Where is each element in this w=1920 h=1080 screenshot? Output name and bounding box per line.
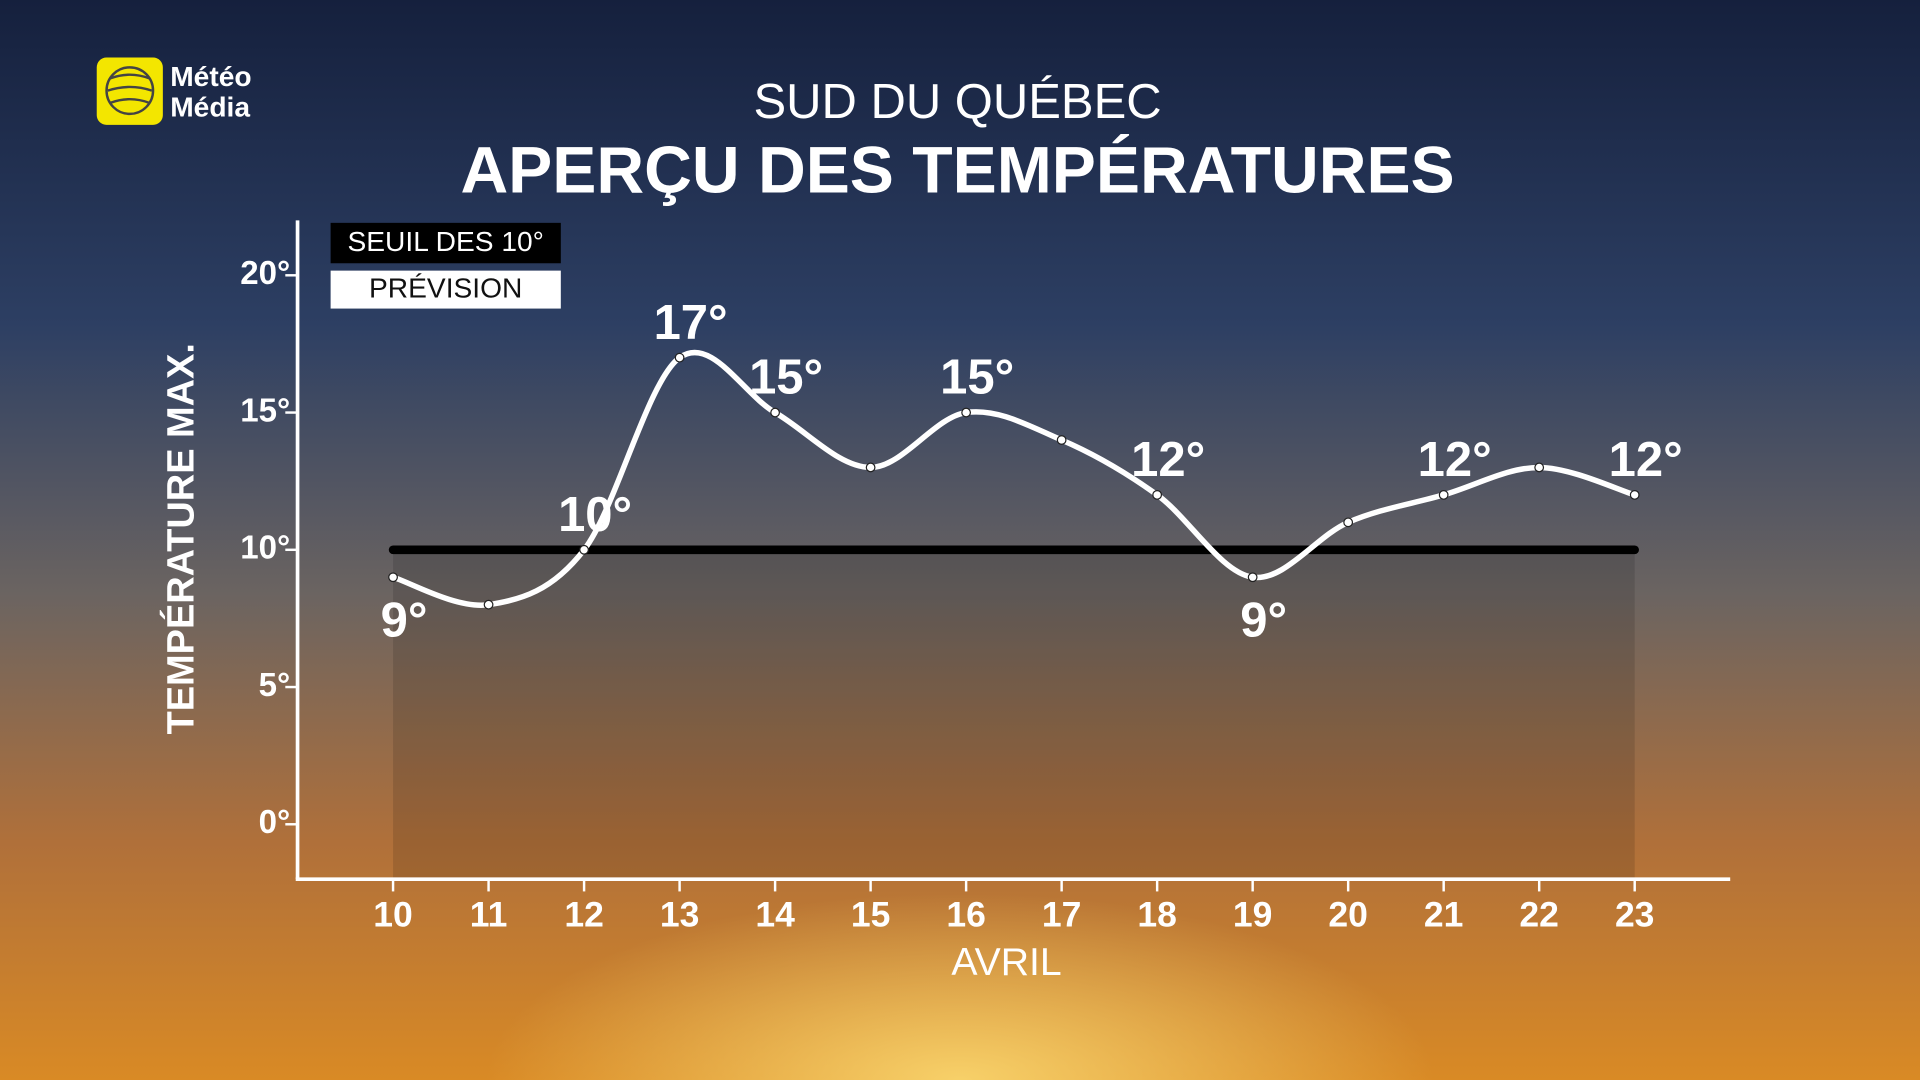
- x-tick-label: 15: [851, 895, 891, 935]
- data-label: 9°: [1240, 594, 1287, 648]
- x-tick-label: 23: [1615, 895, 1655, 935]
- data-point: [1247, 572, 1258, 583]
- y-axis-label: TEMPÉRATURE MAX.: [159, 343, 203, 734]
- logo-globe: [105, 66, 155, 116]
- data-label: 12°: [1418, 433, 1492, 487]
- data-point: [388, 572, 398, 583]
- data-point: [1534, 462, 1545, 473]
- data-point: [674, 352, 685, 363]
- x-tick-label: 21: [1424, 895, 1464, 935]
- legend-swatch: [330, 270, 561, 309]
- legend-swatch: [330, 222, 561, 264]
- legend-label: PRÉVISION: [369, 273, 522, 304]
- logo-lines: [107, 73, 153, 105]
- x-tick-label: 22: [1519, 895, 1558, 935]
- data-point: [865, 462, 876, 473]
- x-tick-label: 16: [946, 895, 985, 935]
- series-line: [392, 349, 1636, 608]
- x-tick-label: 19: [1233, 895, 1273, 935]
- data-label: 15°: [940, 351, 1014, 405]
- data-label: 10°: [558, 488, 632, 542]
- data-label: 12°: [1609, 433, 1683, 487]
- x-tick-label: 14: [755, 895, 795, 935]
- data-label: 17°: [654, 296, 728, 350]
- x-tick-label: 20: [1328, 895, 1367, 935]
- data-point: [579, 544, 589, 555]
- data-point: [1629, 489, 1640, 500]
- y-tick-label: 0°: [259, 804, 291, 841]
- logo: Météo Média: [96, 57, 252, 125]
- data-point: [1152, 489, 1163, 500]
- x-tick-label: 18: [1137, 895, 1177, 935]
- legend-label: SEUIL DES 10°: [347, 226, 543, 257]
- x-tick-label: 12: [564, 895, 604, 935]
- x-axis-label: AVRIL: [951, 941, 1061, 984]
- logo-text: Météo: [170, 61, 251, 92]
- y-tick-label: 15°: [240, 392, 290, 429]
- sun-glow: [367, 612, 1553, 1080]
- x-tick-label: 17: [1042, 895, 1082, 935]
- data-point: [961, 407, 972, 418]
- data-point: [483, 599, 494, 610]
- data-point: [770, 407, 780, 418]
- data-point: [1343, 517, 1354, 528]
- data-label: 15°: [749, 351, 823, 405]
- y-tick-label: 5°: [259, 667, 291, 704]
- data-label: 9°: [381, 594, 428, 648]
- y-tick-label: 10°: [240, 530, 290, 567]
- y-tick-label: 20°: [240, 255, 290, 292]
- data-point: [1438, 489, 1449, 500]
- data-point: [1056, 435, 1067, 445]
- shade: [393, 549, 1635, 880]
- x-tick-label: 11: [470, 895, 508, 935]
- x-tick-label: 13: [660, 895, 699, 935]
- chart-subtitle: SUD DU QUÉBEC: [753, 75, 1161, 129]
- logo-text: Média: [170, 91, 250, 122]
- x-tick-label: 10: [373, 895, 413, 935]
- chart-title: APERÇU DES TEMPÉRATURES: [460, 133, 1454, 208]
- data-label: 12°: [1131, 433, 1205, 487]
